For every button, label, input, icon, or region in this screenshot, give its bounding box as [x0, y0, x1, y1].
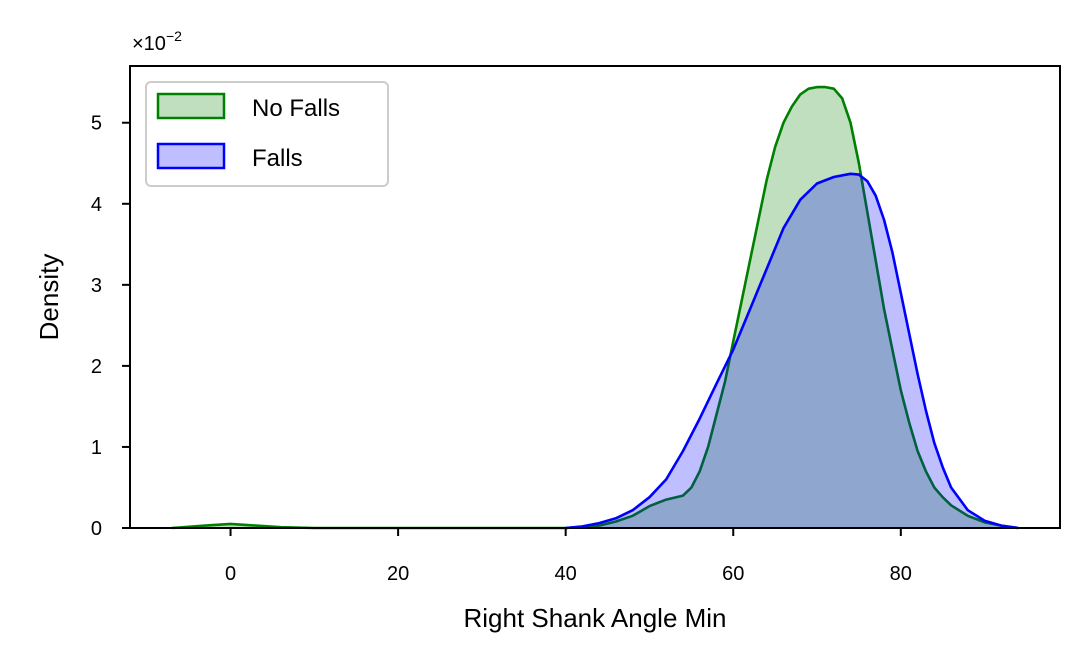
y-multiplier-exponent: −2	[166, 28, 182, 44]
y-tick-label: 1	[91, 437, 102, 459]
x-axis-label: Right Shank Angle Min	[463, 603, 726, 633]
axes-frame	[129, 65, 1061, 529]
plot-area	[129, 65, 1061, 530]
x-axis-ticks: 0 20 40 60 80	[225, 528, 912, 585]
y-tick-label: 4	[91, 194, 102, 216]
series-line-falls	[565, 172, 1019, 530]
y-tick-label: 2	[91, 356, 102, 378]
y-tick-label: 3	[91, 275, 102, 297]
legend-swatch-no-falls	[156, 92, 226, 120]
x-tick-label: 40	[555, 563, 577, 585]
x-tick-label: 0	[225, 563, 236, 585]
y-axis-ticks: 0 1 2 3 4 5	[91, 113, 130, 540]
x-tick-label: 60	[722, 563, 744, 585]
series-area-falls	[565, 173, 1019, 529]
y-tick-label: 0	[91, 518, 102, 540]
series-area-no-falls	[171, 87, 1019, 528]
x-tick-label: 80	[890, 563, 912, 585]
y-multiplier-label: ×10−2	[132, 28, 182, 55]
legend-label-no-falls: No Falls	[252, 95, 340, 122]
legend-label-falls: Falls	[252, 145, 303, 172]
y-axis-label: Density	[34, 254, 64, 341]
legend-swatch-falls	[156, 142, 226, 170]
legend: No Falls Falls	[145, 81, 389, 187]
y-tick-label: 5	[91, 113, 102, 135]
legend-box	[145, 81, 389, 187]
x-tick-label: 20	[387, 563, 409, 585]
